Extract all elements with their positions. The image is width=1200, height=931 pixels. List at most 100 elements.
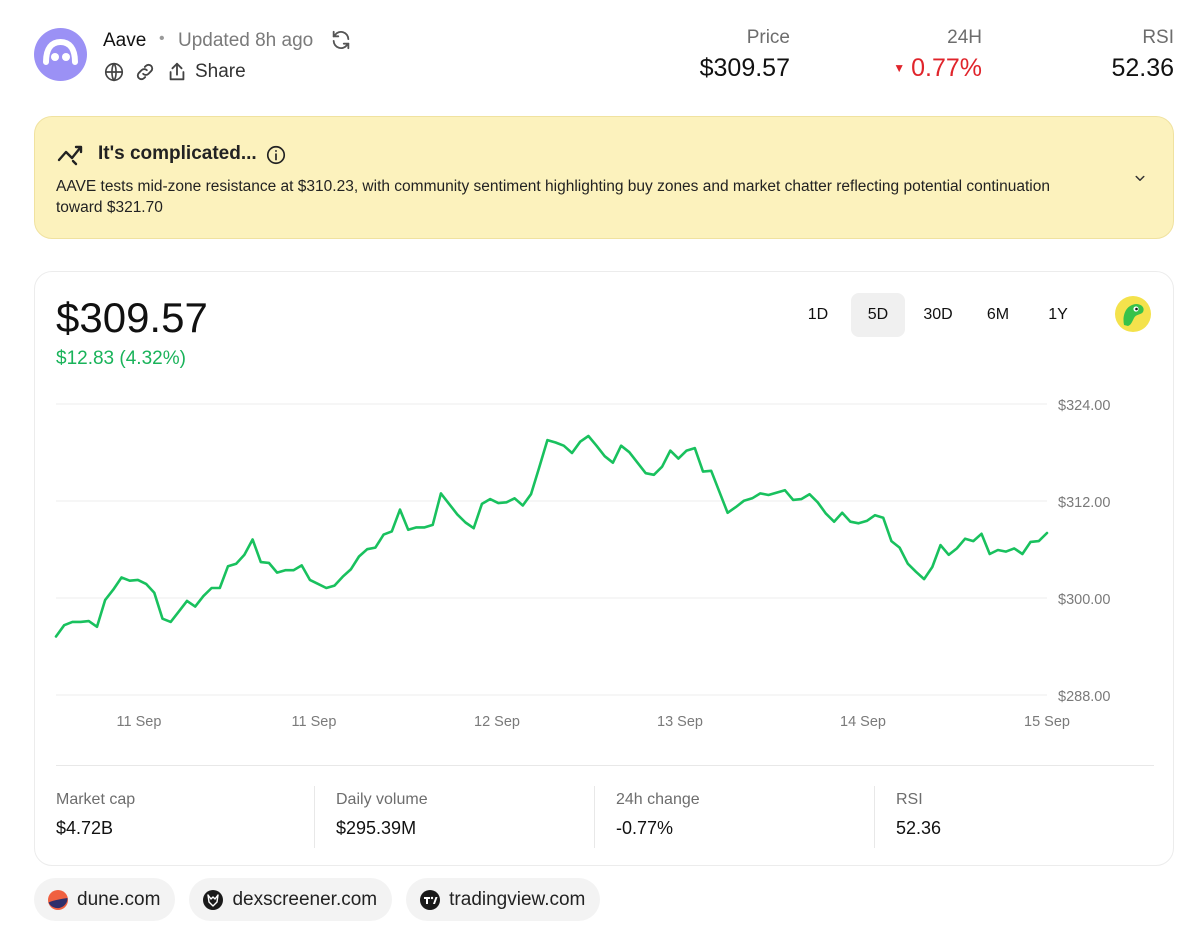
source-links: dune.com dexscreener.com tradingview.com bbox=[34, 878, 601, 921]
data-point bbox=[874, 514, 876, 516]
price-stat: Price $309.57 bbox=[700, 26, 790, 84]
data-point bbox=[399, 508, 401, 511]
chevron-down-icon[interactable] bbox=[1131, 169, 1149, 187]
data-point bbox=[260, 561, 262, 563]
summary-title: It's complicated... bbox=[98, 143, 257, 164]
range-button-1d[interactable]: 1D bbox=[807, 306, 829, 323]
data-point bbox=[522, 504, 524, 507]
source-link-dune[interactable]: dune.com bbox=[34, 878, 176, 921]
data-point bbox=[759, 492, 762, 495]
data-point bbox=[710, 470, 712, 472]
change-24h-value-row: ▼ 0.77% bbox=[893, 52, 982, 84]
metric-label: Market cap bbox=[56, 791, 136, 808]
data-point bbox=[775, 491, 778, 494]
price-value: $309.57 bbox=[699, 54, 790, 82]
current-price: $309.57 bbox=[56, 294, 208, 341]
data-point bbox=[153, 592, 156, 594]
data-point bbox=[88, 620, 90, 622]
coingecko-icon[interactable] bbox=[1114, 295, 1152, 333]
data-point bbox=[268, 562, 270, 564]
data-point bbox=[325, 587, 328, 589]
info-icon[interactable] bbox=[265, 144, 287, 166]
data-point bbox=[694, 447, 696, 449]
data-point bbox=[923, 578, 925, 580]
range-button-1y[interactable]: 1Y bbox=[1048, 306, 1068, 323]
refresh-icon[interactable] bbox=[330, 29, 352, 51]
sentiment-summary[interactable]: It's complicated... AAVE tests mid-zone … bbox=[34, 116, 1174, 239]
metric-market-cap: Market cap $4.72B bbox=[56, 766, 314, 855]
data-point bbox=[882, 516, 884, 519]
data-point bbox=[309, 579, 311, 581]
metric-value: -0.77% bbox=[616, 818, 674, 838]
range-button-30d[interactable]: 30D bbox=[923, 306, 953, 323]
data-point bbox=[595, 444, 598, 447]
data-point bbox=[808, 493, 811, 495]
data-point bbox=[137, 579, 139, 581]
data-point bbox=[407, 529, 410, 531]
data-point bbox=[350, 568, 352, 571]
y-tick-label: $312.00 bbox=[1058, 495, 1110, 511]
data-point bbox=[735, 506, 737, 508]
data-point bbox=[300, 564, 303, 567]
data-point bbox=[554, 441, 557, 444]
data-point bbox=[628, 451, 631, 453]
data-point bbox=[579, 440, 581, 443]
range-button-5d[interactable]: 5D bbox=[851, 293, 905, 337]
data-point bbox=[489, 498, 491, 500]
x-tick-label: 15 Sep bbox=[1024, 714, 1070, 730]
data-point bbox=[464, 521, 467, 524]
source-link-dexscreener[interactable]: dexscreener.com bbox=[189, 878, 393, 921]
data-point bbox=[251, 538, 254, 541]
data-point bbox=[79, 621, 82, 623]
data-point bbox=[63, 624, 65, 626]
data-point bbox=[767, 494, 770, 496]
x-tick-label: 13 Sep bbox=[657, 714, 703, 730]
data-point bbox=[472, 527, 475, 529]
globe-icon[interactable] bbox=[103, 61, 125, 83]
data-point bbox=[620, 444, 622, 447]
data-point bbox=[915, 571, 917, 573]
data-point bbox=[505, 501, 508, 504]
data-point bbox=[415, 526, 418, 529]
data-point bbox=[391, 530, 393, 533]
data-point bbox=[956, 547, 958, 550]
data-point bbox=[644, 472, 647, 474]
share-button[interactable]: Share bbox=[166, 61, 246, 83]
data-point bbox=[907, 562, 909, 565]
header-actions: Share bbox=[103, 60, 246, 84]
metric-value: $295.39M bbox=[336, 818, 417, 838]
range-button-6m[interactable]: 6M bbox=[986, 306, 1010, 323]
x-tick-label: 11 Sep bbox=[292, 714, 337, 730]
data-point bbox=[603, 455, 606, 457]
metric-rsi: RSI 52.36 bbox=[874, 786, 1154, 848]
price-chart-card: $309.57 $12.83 (4.32%) 1D 5D 30D 6M 1Y $324.… bbox=[34, 271, 1174, 866]
summary-text: AAVE tests mid-zone resistance at $310.2… bbox=[56, 178, 1050, 216]
data-point bbox=[800, 498, 803, 500]
data-point bbox=[366, 548, 369, 550]
link-icon[interactable] bbox=[134, 61, 156, 83]
data-point bbox=[235, 562, 237, 565]
data-point bbox=[743, 499, 745, 502]
data-point bbox=[841, 512, 843, 514]
dexscreener-icon bbox=[202, 889, 232, 911]
data-point bbox=[219, 587, 221, 589]
data-point bbox=[292, 569, 295, 571]
price-line-chart: $324.00 $312.00 $300.00 $288.00 11 Sep 11 Sep… bbox=[54, 398, 1110, 730]
metric-24h-change: 24h change -0.77% bbox=[594, 786, 874, 848]
source-link-tradingview[interactable]: tradingview.com bbox=[406, 878, 601, 921]
data-point bbox=[685, 449, 688, 452]
data-point bbox=[243, 554, 246, 556]
metric-label: 24h change bbox=[616, 791, 700, 808]
metric-daily-volume: Daily volume $295.39M bbox=[314, 786, 594, 848]
y-tick-label: $288.00 bbox=[1058, 689, 1110, 705]
data-point bbox=[382, 533, 385, 536]
data-point bbox=[96, 626, 98, 628]
source-label: dune.com bbox=[77, 888, 161, 910]
data-point bbox=[718, 491, 721, 493]
data-point bbox=[964, 537, 966, 540]
data-point bbox=[440, 492, 442, 495]
data-point bbox=[194, 605, 196, 608]
data-point bbox=[546, 439, 549, 441]
data-point bbox=[161, 617, 164, 620]
data-point bbox=[1038, 540, 1040, 542]
